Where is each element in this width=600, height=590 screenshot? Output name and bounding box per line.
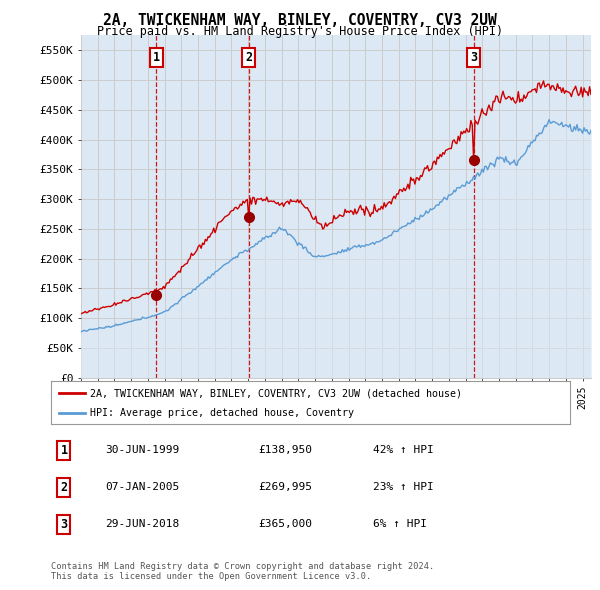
Text: 1: 1 (61, 444, 68, 457)
Text: 29-JUN-2018: 29-JUN-2018 (106, 519, 180, 529)
Text: 30-JUN-1999: 30-JUN-1999 (106, 445, 180, 455)
Text: 6% ↑ HPI: 6% ↑ HPI (373, 519, 427, 529)
Text: £138,950: £138,950 (259, 445, 313, 455)
Text: Price paid vs. HM Land Registry's House Price Index (HPI): Price paid vs. HM Land Registry's House … (97, 25, 503, 38)
Text: 2: 2 (61, 481, 68, 494)
Text: Contains HM Land Registry data © Crown copyright and database right 2024.
This d: Contains HM Land Registry data © Crown c… (51, 562, 434, 581)
Text: £269,995: £269,995 (259, 482, 313, 492)
Text: 3: 3 (61, 517, 68, 530)
Text: 07-JAN-2005: 07-JAN-2005 (106, 482, 180, 492)
Text: 1: 1 (152, 51, 160, 64)
Text: 3: 3 (470, 51, 478, 64)
Text: HPI: Average price, detached house, Coventry: HPI: Average price, detached house, Cove… (90, 408, 354, 418)
Text: 2: 2 (245, 51, 252, 64)
Text: £365,000: £365,000 (259, 519, 313, 529)
Text: 23% ↑ HPI: 23% ↑ HPI (373, 482, 434, 492)
Text: 42% ↑ HPI: 42% ↑ HPI (373, 445, 434, 455)
Text: 2A, TWICKENHAM WAY, BINLEY, COVENTRY, CV3 2UW (detached house): 2A, TWICKENHAM WAY, BINLEY, COVENTRY, CV… (90, 388, 462, 398)
Text: 2A, TWICKENHAM WAY, BINLEY, COVENTRY, CV3 2UW: 2A, TWICKENHAM WAY, BINLEY, COVENTRY, CV… (103, 13, 497, 28)
